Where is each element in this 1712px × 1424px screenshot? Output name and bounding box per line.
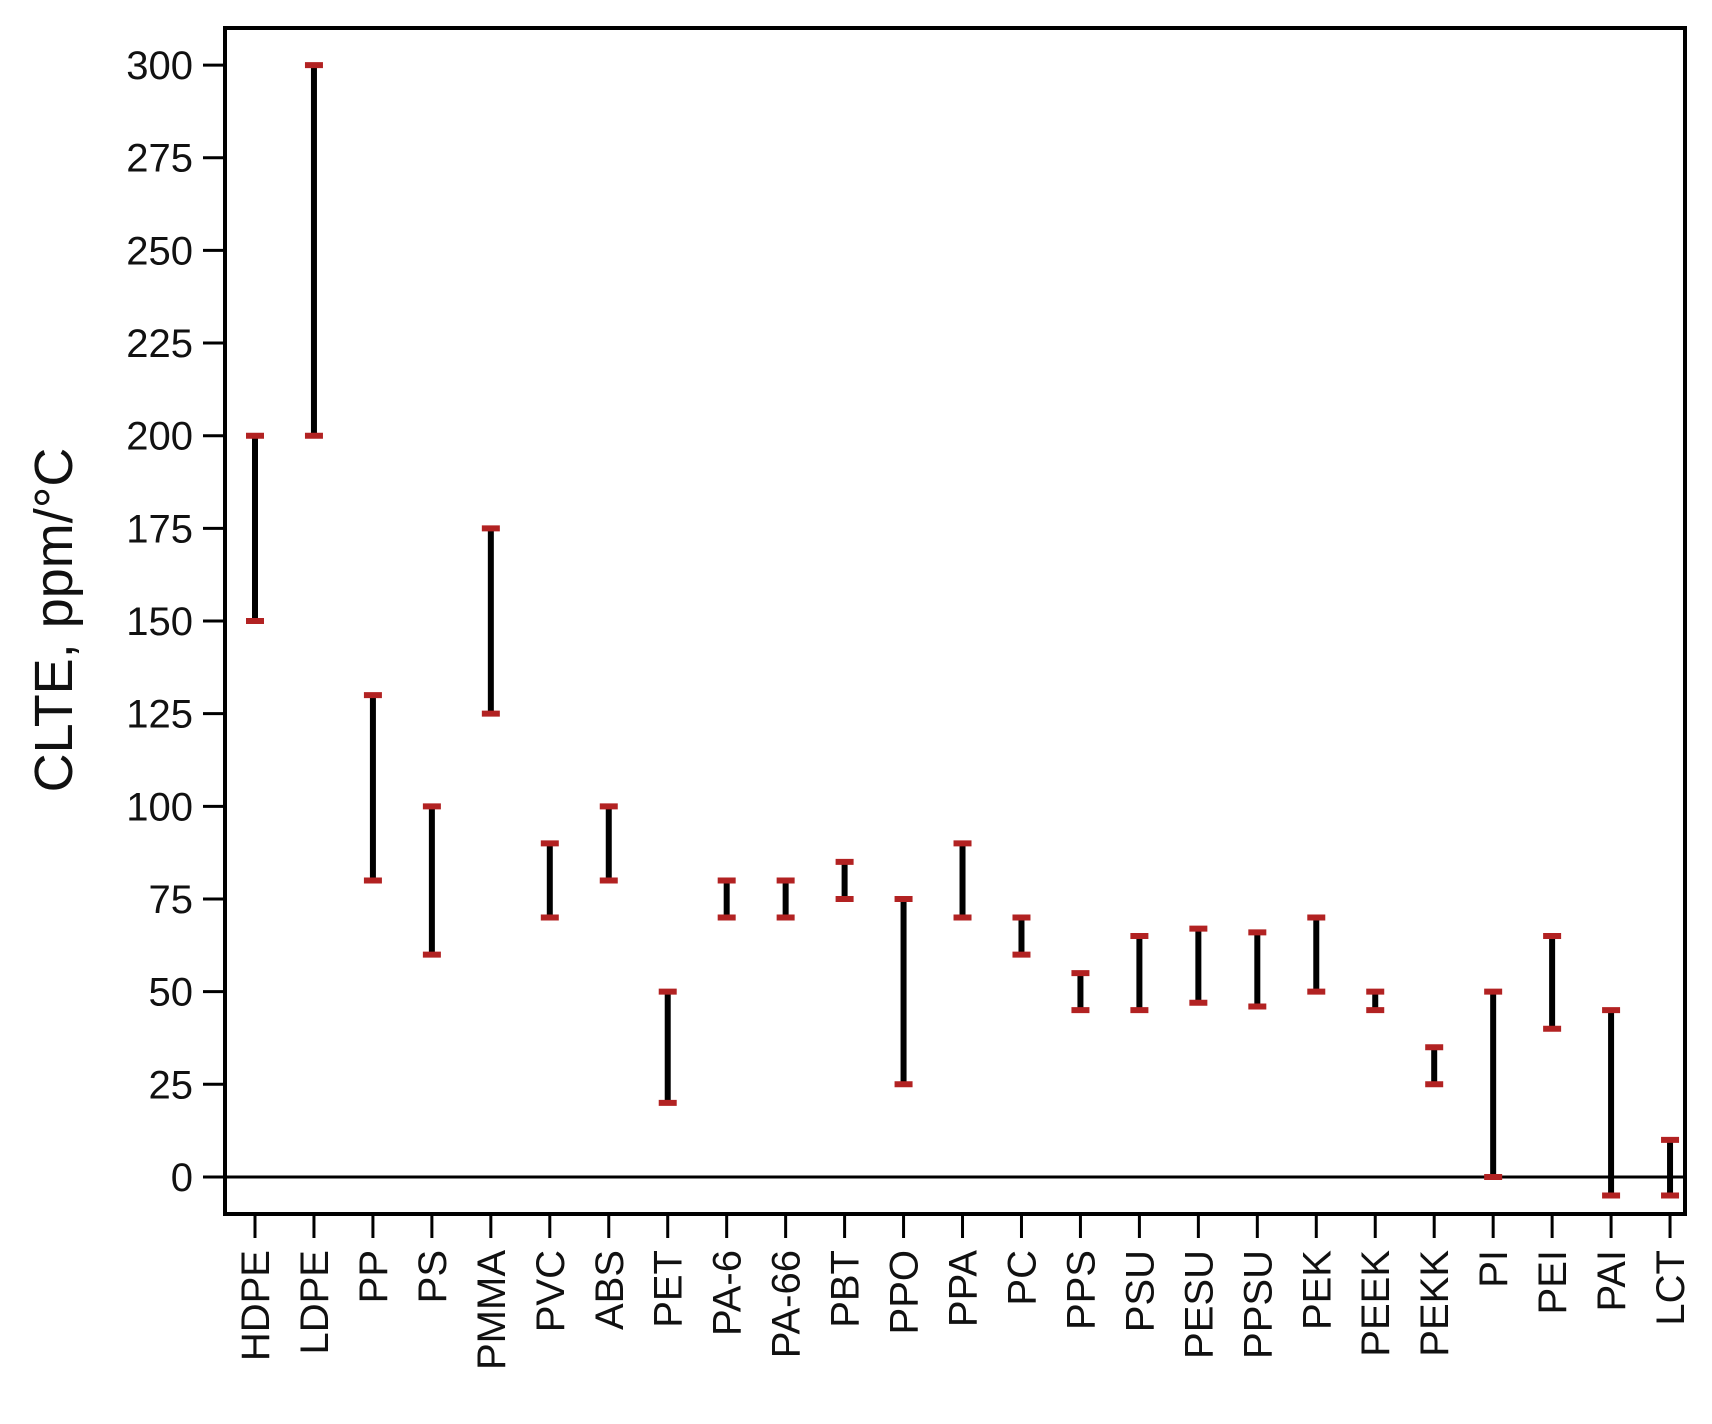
x-tick-label: PET xyxy=(647,1250,691,1328)
x-tick-label: ABS xyxy=(588,1250,632,1330)
x-tick-label: PVC xyxy=(529,1250,573,1332)
y-tick-label: 200 xyxy=(126,415,193,459)
y-tick-label: 25 xyxy=(149,1063,194,1107)
x-tick-label: PESU xyxy=(1177,1250,1221,1359)
y-tick-label: 0 xyxy=(171,1156,193,1200)
x-tick-label: LCT xyxy=(1649,1250,1693,1326)
y-tick-label: 250 xyxy=(126,229,193,273)
y-tick-label: 300 xyxy=(126,44,193,88)
x-tick-label: PEKK xyxy=(1413,1250,1457,1357)
x-tick-label: PMMA xyxy=(470,1250,514,1370)
y-tick-label: 150 xyxy=(126,600,193,644)
x-tick-label: PEEK xyxy=(1354,1250,1398,1357)
y-axis: 0 25 50 75 100 125 150 175 200 225 250 275 300 xyxy=(126,44,225,1200)
x-tick-label: PBT xyxy=(824,1250,868,1328)
x-tick-label: LDPE xyxy=(293,1250,337,1355)
x-tick-label: PAI xyxy=(1590,1250,1634,1312)
x-tick-label: PPS xyxy=(1059,1250,1103,1330)
y-tick-label: 50 xyxy=(149,971,194,1015)
y-tick-label: 175 xyxy=(126,507,193,551)
y-tick-label: 75 xyxy=(149,878,194,922)
x-tick-label: PA-66 xyxy=(765,1250,809,1358)
x-tick-label: PP xyxy=(352,1250,396,1303)
x-tick-label: HDPE xyxy=(234,1250,278,1361)
y-axis-title: CLTE, ppm/°C xyxy=(24,448,84,793)
x-tick-label: PPSU xyxy=(1236,1250,1280,1359)
y-tick-label: 100 xyxy=(126,785,193,829)
x-tick-label: PI xyxy=(1472,1250,1516,1288)
y-tick-label: 125 xyxy=(126,693,193,737)
x-tick-label: PEK xyxy=(1295,1250,1339,1330)
x-tick-label: PPA xyxy=(942,1250,986,1327)
x-tick-label: PEI xyxy=(1531,1250,1575,1314)
y-tick-label: 275 xyxy=(126,137,193,181)
x-axis: HDPE LDPE PP PS PMMA PVC ABS PET PA-6 PA-66 PBT PPO… xyxy=(234,1214,1693,1370)
x-tick-label: PS xyxy=(411,1250,455,1303)
x-tick-label: PPO xyxy=(883,1250,927,1334)
x-tick-label: PA-6 xyxy=(706,1250,750,1336)
plot-frame xyxy=(223,26,1687,1216)
x-tick-label: PC xyxy=(1000,1250,1044,1306)
x-tick-label: PSU xyxy=(1118,1250,1162,1332)
range-bars xyxy=(246,62,1680,1199)
y-tick-label: 225 xyxy=(126,322,193,366)
